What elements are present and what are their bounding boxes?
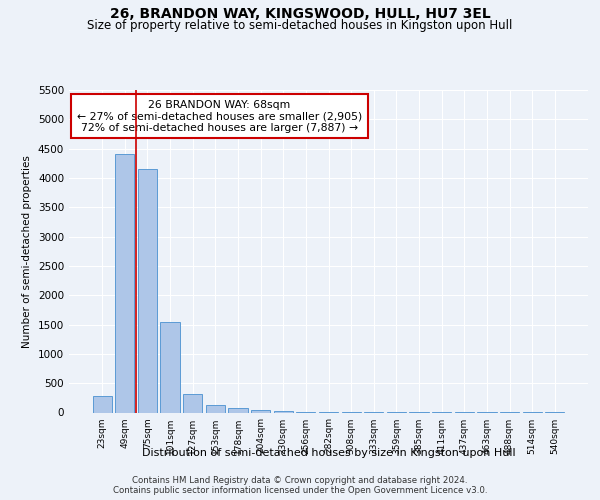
- Text: Contains HM Land Registry data © Crown copyright and database right 2024.: Contains HM Land Registry data © Crown c…: [132, 476, 468, 485]
- Bar: [251, 410, 270, 412]
- Text: Size of property relative to semi-detached houses in Kingston upon Hull: Size of property relative to semi-detach…: [88, 19, 512, 32]
- Bar: [92, 396, 112, 412]
- Bar: [229, 408, 248, 412]
- Bar: [138, 169, 157, 412]
- Text: Contains public sector information licensed under the Open Government Licence v3: Contains public sector information licen…: [113, 486, 487, 495]
- Text: 26 BRANDON WAY: 68sqm
← 27% of semi-detached houses are smaller (2,905)
72% of s: 26 BRANDON WAY: 68sqm ← 27% of semi-deta…: [77, 100, 362, 133]
- Text: Distribution of semi-detached houses by size in Kingston upon Hull: Distribution of semi-detached houses by …: [142, 448, 515, 458]
- Bar: [274, 411, 293, 412]
- Bar: [183, 394, 202, 412]
- Bar: [160, 322, 180, 412]
- Bar: [115, 154, 134, 412]
- Y-axis label: Number of semi-detached properties: Number of semi-detached properties: [22, 155, 32, 348]
- Text: 26, BRANDON WAY, KINGSWOOD, HULL, HU7 3EL: 26, BRANDON WAY, KINGSWOOD, HULL, HU7 3E…: [110, 8, 490, 22]
- Bar: [206, 404, 225, 412]
